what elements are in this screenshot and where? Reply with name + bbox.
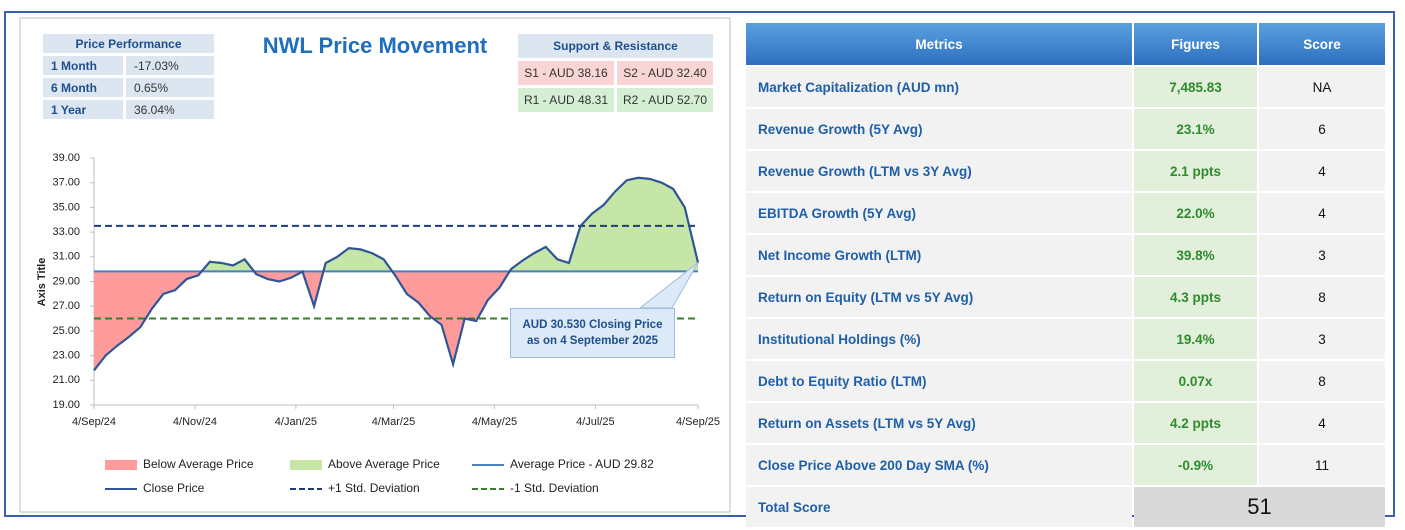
metric: Net Income Growth (LTM) <box>746 235 1132 275</box>
row: Market Capitalization (AUD mn) 7,485.83 NA <box>746 67 1385 107</box>
score: 11 <box>1259 445 1385 485</box>
price-performance: Price Performance 1 Month -17.03% 6 Month… <box>40 31 217 122</box>
metric: EBITDA Growth (5Y Avg) <box>746 193 1132 233</box>
x-tick-label: 4/Jul/25 <box>576 416 615 428</box>
y-tick-label: 37.00 <box>52 177 80 189</box>
total-score: 51 <box>1134 487 1385 527</box>
legend-label: +1 Std. Deviation <box>328 481 420 495</box>
chart-title: NWL Price Movement <box>263 33 488 58</box>
metric: Institutional Holdings (%) <box>746 319 1132 359</box>
figure: 7,485.83 <box>1134 67 1257 107</box>
total-row: Total Score 51 <box>746 487 1385 527</box>
x-tick-label: 4/Jan/25 <box>275 416 317 428</box>
x-tick-label: 4/Sep/24 <box>72 416 116 428</box>
value: 0.65% <box>126 78 214 97</box>
legend-swatch <box>290 460 322 470</box>
score: 8 <box>1259 361 1385 401</box>
y-tick-label: 31.00 <box>52 251 80 263</box>
figure: 19.4% <box>1134 319 1257 359</box>
legend-label: Close Price <box>143 481 205 495</box>
score: 4 <box>1259 193 1385 233</box>
value: 36.04% <box>126 100 214 119</box>
figure: 39.8% <box>1134 235 1257 275</box>
metric: Debt to Equity Ratio (LTM) <box>746 361 1132 401</box>
row: Debt to Equity Ratio (LTM) 0.07x 8 <box>746 361 1385 401</box>
total-label: Total Score <box>746 487 1132 527</box>
metric: Return on Assets (LTM vs 5Y Avg) <box>746 403 1132 443</box>
figure: 0.07x <box>1134 361 1257 401</box>
area <box>94 271 698 371</box>
support-resistance: Support & Resistance S1 - AUD 38.16 S2 - … <box>515 31 716 115</box>
y-tick-label: 33.00 <box>52 226 80 238</box>
figure: 4.3 ppts <box>1134 277 1257 317</box>
header: Price Performance <box>43 34 214 53</box>
y-tick-label: 39.00 <box>52 152 80 164</box>
row: Institutional Holdings (%) 19.4% 3 <box>746 319 1385 359</box>
legend-label: Above Average Price <box>328 457 440 471</box>
row: Revenue Growth (5Y Avg) 23.1% 6 <box>746 109 1385 149</box>
row: Return on Equity (LTM vs 5Y Avg) 4.3 ppts… <box>746 277 1385 317</box>
legend-label: Below Average Price <box>143 457 254 471</box>
score: 6 <box>1259 109 1385 149</box>
header-cell: Score <box>1259 23 1385 65</box>
row: Close Price Above 200 Day SMA (%) -0.9% 11 <box>746 445 1385 485</box>
metric: Close Price Above 200 Day SMA (%) <box>746 445 1132 485</box>
score: 8 <box>1259 277 1385 317</box>
y-tick-label: 23.00 <box>52 350 80 362</box>
header-cell: Metrics <box>746 23 1132 65</box>
label: 1 Month <box>43 56 123 75</box>
x-tick-label: 4/Nov/24 <box>173 416 217 428</box>
close-line <box>93 176 700 372</box>
y-tick-label: 27.00 <box>52 300 80 312</box>
label: 6 Month <box>43 78 123 97</box>
metrics-table: Metrics Figures Score Market Capitalizat… <box>744 21 1387 529</box>
row: EBITDA Growth (5Y Avg) 22.0% 4 <box>746 193 1385 233</box>
row: Revenue Growth (LTM vs 3Y Avg) 2.1 ppts 4 <box>746 151 1385 191</box>
area <box>94 177 698 272</box>
support: S2 - AUD 32.40 <box>617 61 713 85</box>
value: -17.03% <box>126 56 214 75</box>
resistance: R2 - AUD 52.70 <box>617 88 713 112</box>
y-tick-label: 35.00 <box>52 201 80 213</box>
label: 1 Year <box>43 100 123 119</box>
header: Support & Resistance <box>518 34 713 58</box>
figure: 23.1% <box>1134 109 1257 149</box>
y-tick-label: 21.00 <box>52 374 80 386</box>
score: 3 <box>1259 319 1385 359</box>
score: 4 <box>1259 151 1385 191</box>
y-tick-label: 25.00 <box>52 325 80 337</box>
figure: 2.1 ppts <box>1134 151 1257 191</box>
header-cell: Figures <box>1134 23 1257 65</box>
x-tick-label: 4/May/25 <box>472 416 517 428</box>
frame <box>4 11 1395 517</box>
score: 4 <box>1259 403 1385 443</box>
y-tick-label: 19.00 <box>52 399 80 411</box>
x-tick-label: 4/Sep/25 <box>676 416 720 428</box>
metric: Revenue Growth (LTM vs 3Y Avg) <box>746 151 1132 191</box>
y-tick-label: 29.00 <box>52 275 80 287</box>
figure: -0.9% <box>1134 445 1257 485</box>
legend-swatch <box>105 460 137 470</box>
legend-label: -1 Std. Deviation <box>510 481 599 495</box>
annotation: AUD 30.530 Closing Price as on 4 Septemb… <box>510 308 675 358</box>
metric: Revenue Growth (5Y Avg) <box>746 109 1132 149</box>
legend-label: Average Price - AUD 29.82 <box>510 457 654 471</box>
figure: 4.2 ppts <box>1134 403 1257 443</box>
support: S1 - AUD 38.16 <box>518 61 614 85</box>
score: NA <box>1259 67 1385 107</box>
figure: 22.0% <box>1134 193 1257 233</box>
resistance: R1 - AUD 48.31 <box>518 88 614 112</box>
y-axis-title: Axis Title <box>36 258 48 307</box>
row: Return on Assets (LTM vs 5Y Avg) 4.2 ppts… <box>746 403 1385 443</box>
row: Net Income Growth (LTM) 39.8% 3 <box>746 235 1385 275</box>
x-tick-label: 4/Mar/25 <box>372 416 415 428</box>
score: 3 <box>1259 235 1385 275</box>
metric: Return on Equity (LTM vs 5Y Avg) <box>746 277 1132 317</box>
metric: Market Capitalization (AUD mn) <box>746 67 1132 107</box>
